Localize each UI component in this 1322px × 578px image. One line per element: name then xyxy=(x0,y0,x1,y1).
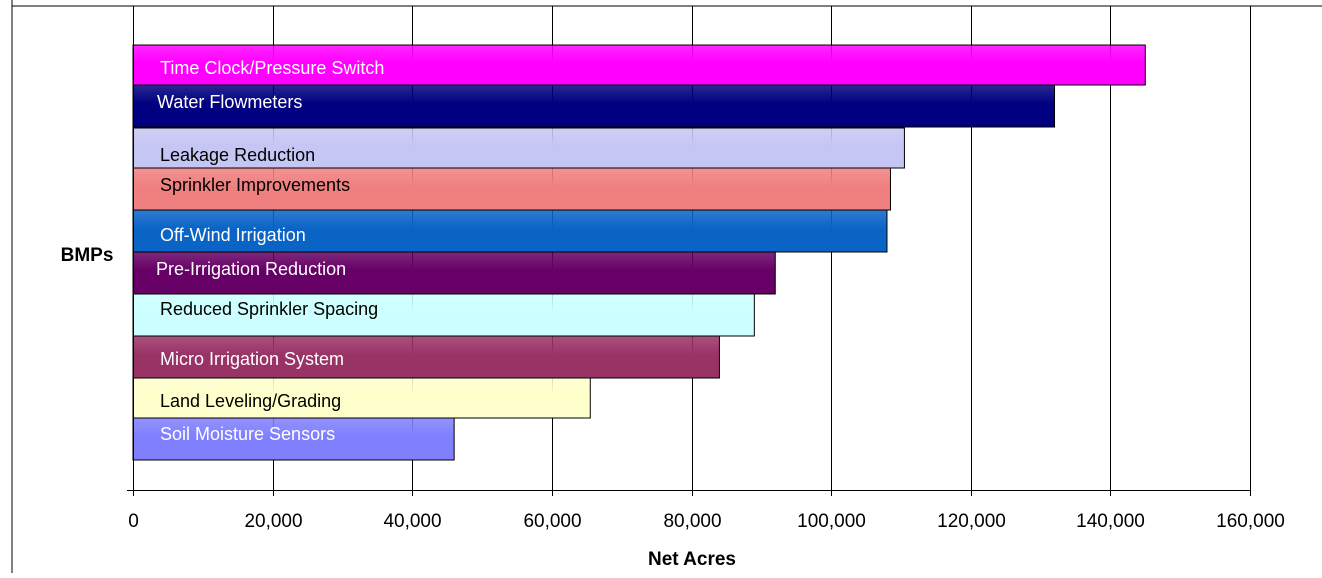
bar-reduced-sprinkler-spacing xyxy=(132,293,755,337)
bar-label: Leakage Reduction xyxy=(160,145,315,165)
x-tick-label: 80,000 xyxy=(663,511,721,532)
bar-leakage-reduction xyxy=(132,127,905,169)
y-axis-title: BMPs xyxy=(61,245,114,266)
bar-micro-irrigation-system xyxy=(132,335,720,379)
bar-label: Micro Irrigation System xyxy=(160,349,344,369)
x-tick-label: 120,000 xyxy=(937,511,1006,532)
x-tick-label: 60,000 xyxy=(523,511,581,532)
bar-sprinkler-improvements xyxy=(132,167,891,211)
bar-label: Pre-Irrigation Reduction xyxy=(156,259,346,279)
x-tick-label: 20,000 xyxy=(244,511,302,532)
bar-label: Sprinkler Improvements xyxy=(160,175,350,195)
bar-label: Off-Wind Irrigation xyxy=(160,225,306,245)
bar-water-flowmeters xyxy=(132,84,1056,128)
x-tick-label: 160,000 xyxy=(1216,511,1285,532)
axes: 0 20,000 40,000 60,000 80,000 100,000 120,000 1… xyxy=(11,0,1322,573)
bar-label: Reduced Sprinkler Spacing xyxy=(160,299,378,319)
bar-soil-moisture-sensors xyxy=(132,417,455,461)
x-tick-label: 40,000 xyxy=(383,511,441,532)
x-axis-title: Net Acres xyxy=(648,549,736,570)
bars: Time Clock/Pressure Switch Water Flowmete… xyxy=(132,44,1146,461)
x-tick-label: 0 xyxy=(128,511,139,532)
bar-label: Time Clock/Pressure Switch xyxy=(160,58,384,78)
bar-label: Water Flowmeters xyxy=(157,92,302,112)
bar-label: Soil Moisture Sensors xyxy=(160,424,335,444)
x-tick-label: 140,000 xyxy=(1076,511,1145,532)
bar-label: Land Leveling/Grading xyxy=(160,391,341,411)
x-tick-label: 100,000 xyxy=(797,511,866,532)
bar-off-wind-irrigation xyxy=(132,209,888,253)
bar-pre-irrigation-reduction xyxy=(132,251,776,295)
